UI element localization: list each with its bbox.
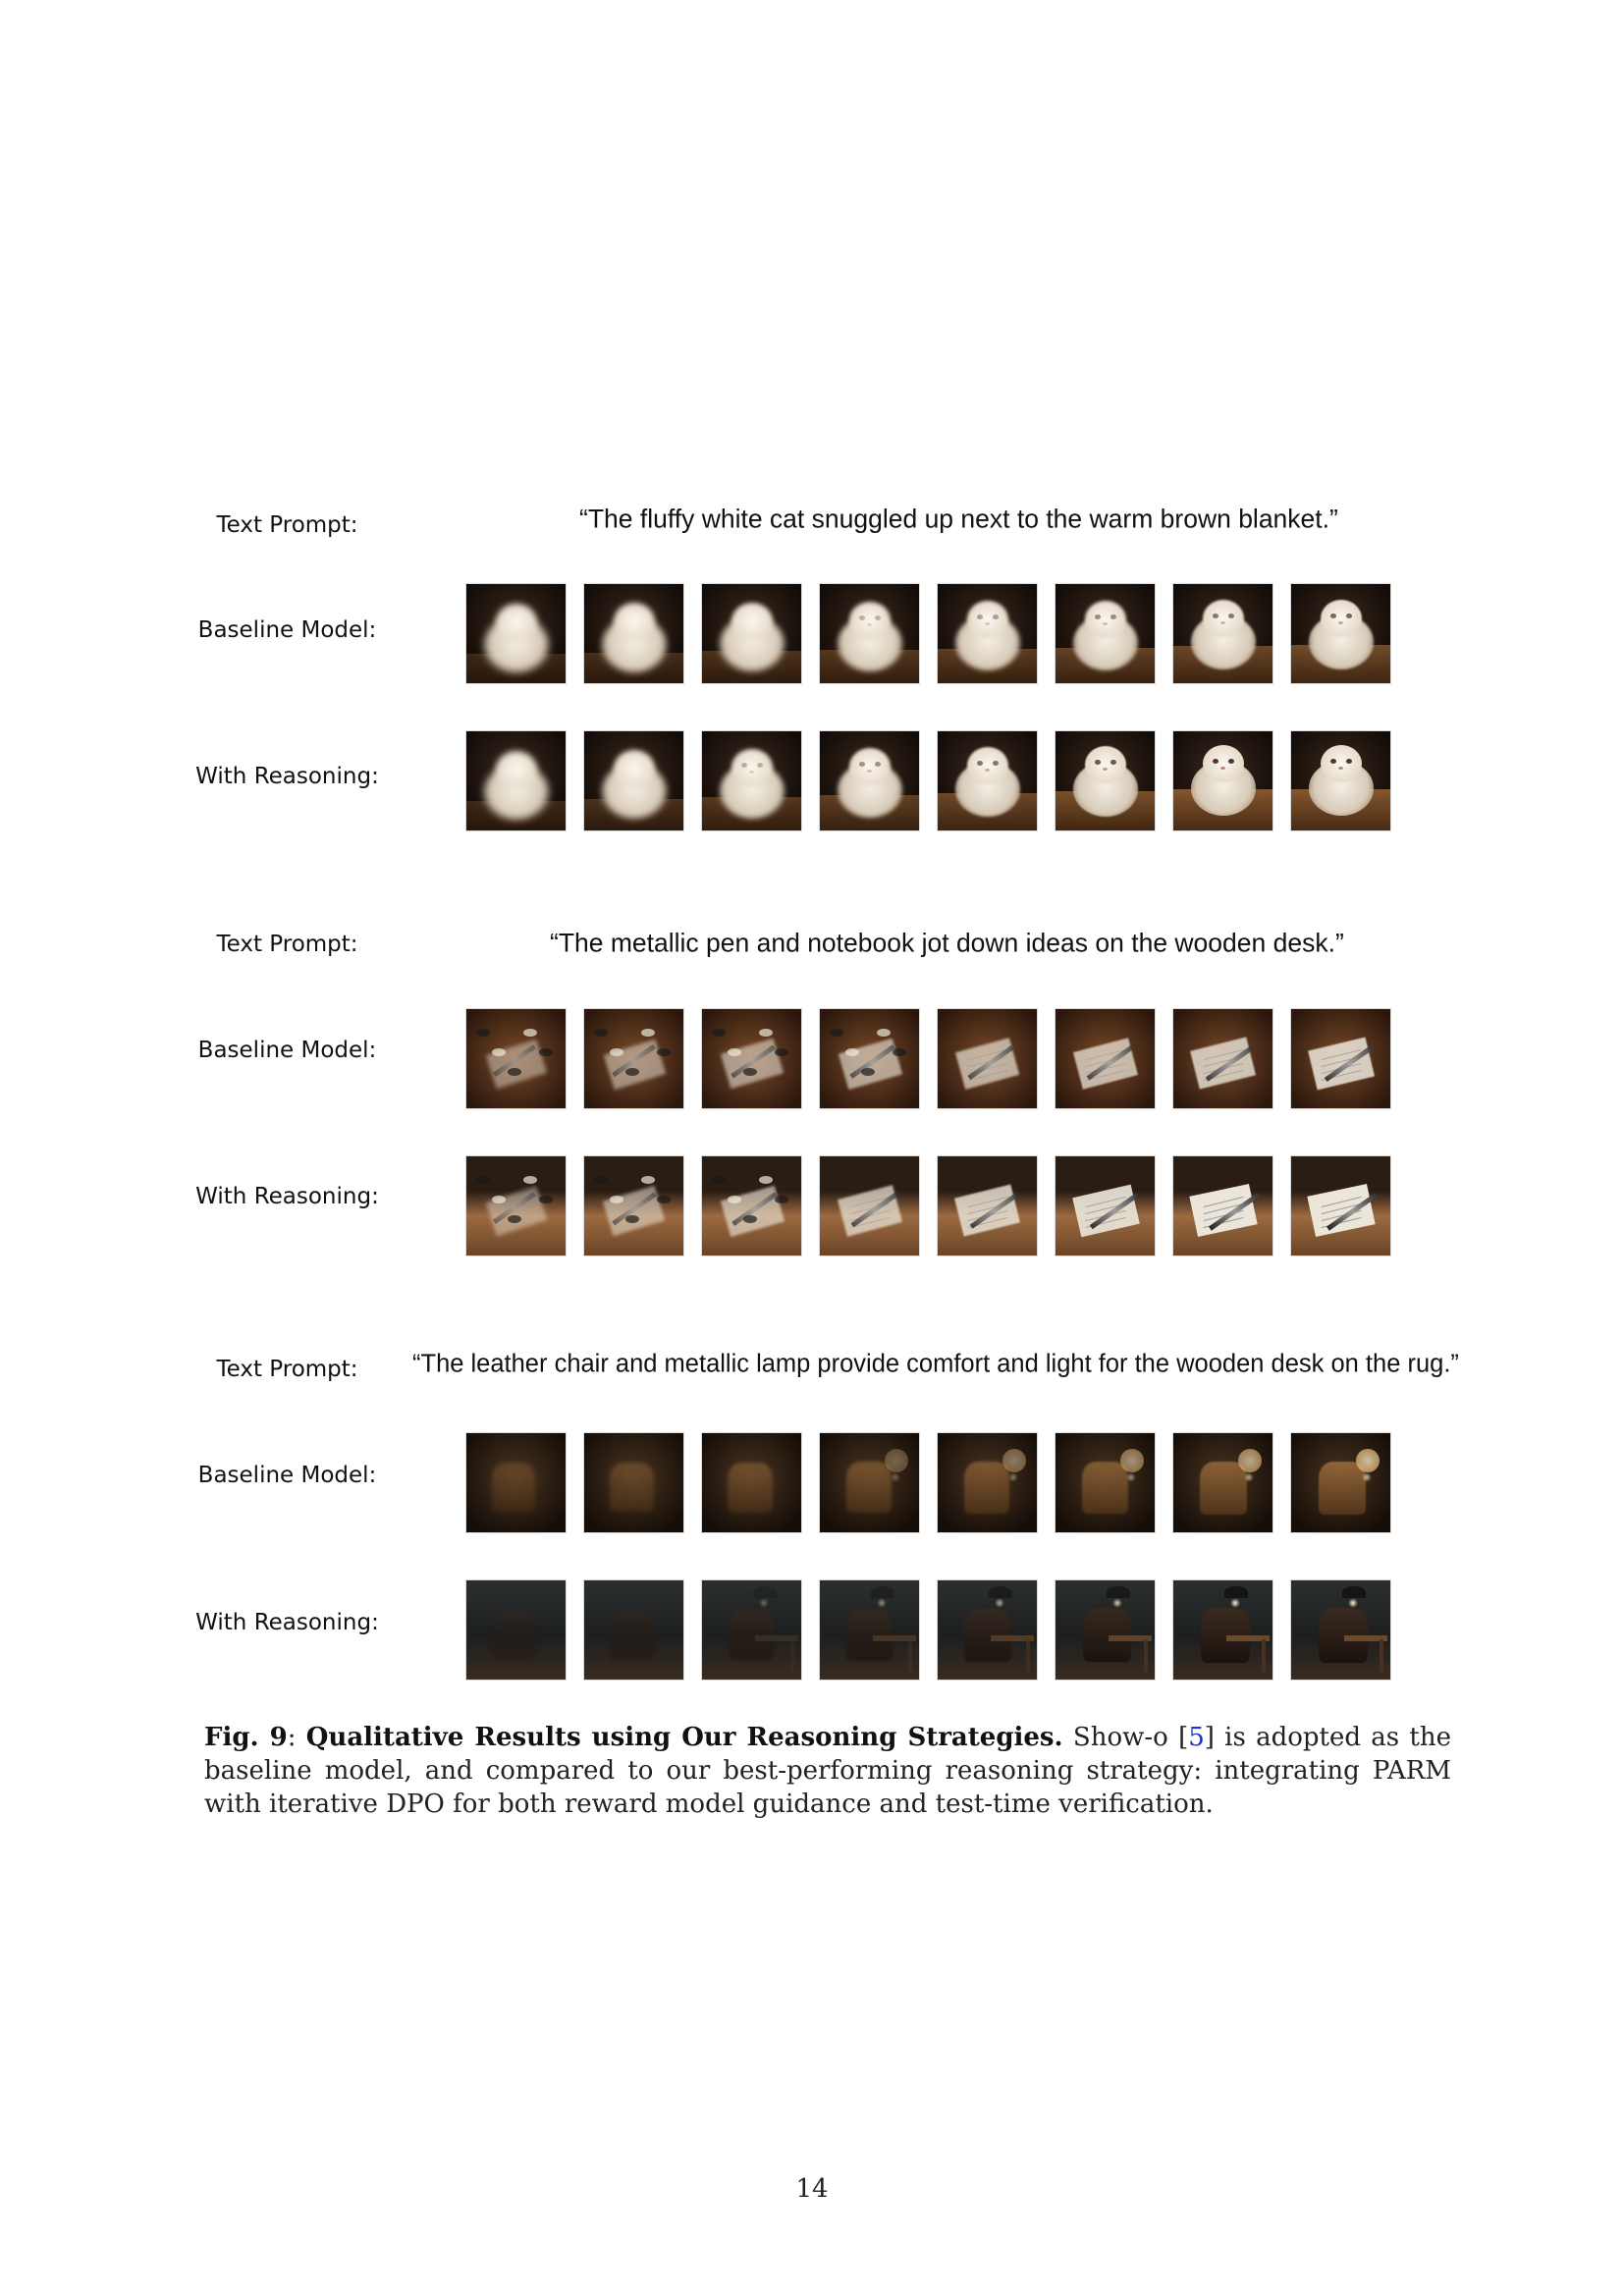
baseline-image-3-5 bbox=[938, 1433, 1037, 1532]
reasoning-image-1-1 bbox=[466, 731, 566, 830]
reasoning-image-3-7 bbox=[1173, 1580, 1272, 1680]
reasoning-image-1-2 bbox=[584, 731, 683, 830]
reasoning-image-2-5 bbox=[938, 1156, 1037, 1255]
figure-caption: Fig. 9: Qualitative Results using Our Re… bbox=[204, 1721, 1451, 1821]
baseline-image-1-5 bbox=[938, 584, 1037, 683]
text-prompt-label-1: Text Prompt: bbox=[216, 512, 358, 538]
reasoning-image-1-7 bbox=[1173, 731, 1272, 830]
baseline-image-2-2 bbox=[584, 1009, 683, 1108]
reasoning-image-3-1 bbox=[466, 1580, 566, 1680]
citation-link[interactable]: 5 bbox=[1188, 1723, 1205, 1752]
text-prompt-1: “The fluffy white cat snuggled up next t… bbox=[579, 504, 1338, 534]
reasoning-image-1-8 bbox=[1291, 731, 1390, 830]
reasoning-image-3-5 bbox=[938, 1580, 1037, 1680]
baseline-image-2-3 bbox=[702, 1009, 801, 1108]
baseline-image-1-6 bbox=[1056, 584, 1155, 683]
baseline-label-1: Baseline Model: bbox=[197, 617, 377, 643]
baseline-image-3-7 bbox=[1173, 1433, 1272, 1532]
reasoning-label-1: With Reasoning: bbox=[195, 764, 379, 789]
reasoning-image-3-6 bbox=[1056, 1580, 1155, 1680]
reasoning-image-1-5 bbox=[938, 731, 1037, 830]
reasoning-image-2-2 bbox=[584, 1156, 683, 1255]
reasoning-image-2-7 bbox=[1173, 1156, 1272, 1255]
reasoning-image-1-3 bbox=[702, 731, 801, 830]
baseline-image-3-6 bbox=[1056, 1433, 1155, 1532]
baseline-image-2-5 bbox=[938, 1009, 1037, 1108]
caption-text-before-cite: Show-o [ bbox=[1072, 1723, 1189, 1752]
caption-colon: : bbox=[287, 1723, 306, 1752]
reasoning-image-3-2 bbox=[584, 1580, 683, 1680]
baseline-image-1-8 bbox=[1291, 584, 1390, 683]
baseline-image-3-8 bbox=[1291, 1433, 1390, 1532]
reasoning-image-1-4 bbox=[820, 731, 919, 830]
reasoning-image-1-6 bbox=[1056, 731, 1155, 830]
reasoning-image-2-6 bbox=[1056, 1156, 1155, 1255]
baseline-image-1-3 bbox=[702, 584, 801, 683]
reasoning-image-3-3 bbox=[702, 1580, 801, 1680]
baseline-image-1-1 bbox=[466, 584, 566, 683]
baseline-image-3-3 bbox=[702, 1433, 801, 1532]
text-prompt-label-3: Text Prompt: bbox=[216, 1357, 358, 1382]
baseline-image-3-1 bbox=[466, 1433, 566, 1532]
caption-fig-label: Fig. 9 bbox=[204, 1723, 288, 1752]
reasoning-label-3: With Reasoning: bbox=[195, 1610, 379, 1635]
baseline-label-2: Baseline Model: bbox=[197, 1038, 377, 1063]
baseline-image-2-4 bbox=[820, 1009, 919, 1108]
reasoning-image-3-8 bbox=[1291, 1580, 1390, 1680]
baseline-image-1-4 bbox=[820, 584, 919, 683]
reasoning-image-2-4 bbox=[820, 1156, 919, 1255]
text-prompt-label-2: Text Prompt: bbox=[216, 932, 358, 957]
reasoning-image-2-8 bbox=[1291, 1156, 1390, 1255]
reasoning-label-2: With Reasoning: bbox=[195, 1184, 379, 1209]
text-prompt-3: “The leather chair and metallic lamp pro… bbox=[412, 1350, 1459, 1378]
caption-title: Qualitative Results using Our Reasoning … bbox=[305, 1723, 1063, 1752]
baseline-image-3-2 bbox=[584, 1433, 683, 1532]
baseline-image-1-2 bbox=[584, 584, 683, 683]
page-number: 14 bbox=[795, 2174, 829, 2204]
baseline-image-2-8 bbox=[1291, 1009, 1390, 1108]
reasoning-image-2-3 bbox=[702, 1156, 801, 1255]
baseline-image-2-7 bbox=[1173, 1009, 1272, 1108]
baseline-image-2-6 bbox=[1056, 1009, 1155, 1108]
baseline-image-1-7 bbox=[1173, 584, 1272, 683]
text-prompt-2: “The metallic pen and notebook jot down … bbox=[550, 928, 1344, 958]
baseline-image-3-4 bbox=[820, 1433, 919, 1532]
reasoning-image-3-4 bbox=[820, 1580, 919, 1680]
baseline-label-3: Baseline Model: bbox=[197, 1463, 377, 1488]
caption-text-after-cite: ] is adopted as the baseline model, and … bbox=[204, 1723, 1452, 1819]
baseline-image-2-1 bbox=[466, 1009, 566, 1108]
reasoning-image-2-1 bbox=[466, 1156, 566, 1255]
